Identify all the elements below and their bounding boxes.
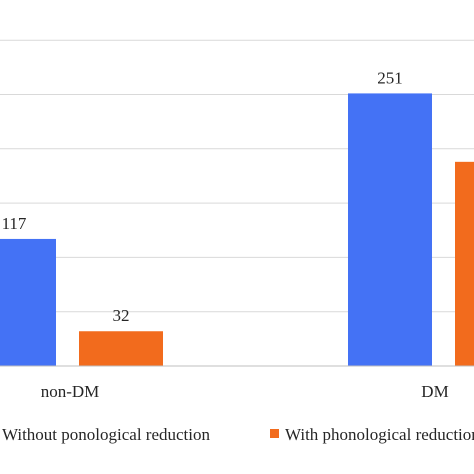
data-label: 32: [113, 306, 130, 325]
data-label: 251: [377, 68, 403, 87]
bar-non-dm-series-1: [0, 238, 56, 366]
data-label: 117: [2, 214, 27, 233]
bar-dm-series-1: [348, 93, 432, 366]
legend: Without ponological reduction With phonol…: [2, 425, 474, 444]
bars: 117 32 251: [0, 68, 474, 366]
legend-label: With phonological reduction: [285, 425, 474, 444]
category-label: DM: [421, 382, 448, 401]
category-label: non-DM: [41, 382, 100, 401]
bar-dm-series-2: [455, 161, 474, 366]
bar-non-dm-series-2: [79, 331, 163, 366]
legend-label: Without ponological reduction: [2, 425, 210, 444]
category-labels: non-DM DM: [41, 382, 449, 401]
legend-swatch: [270, 429, 279, 438]
